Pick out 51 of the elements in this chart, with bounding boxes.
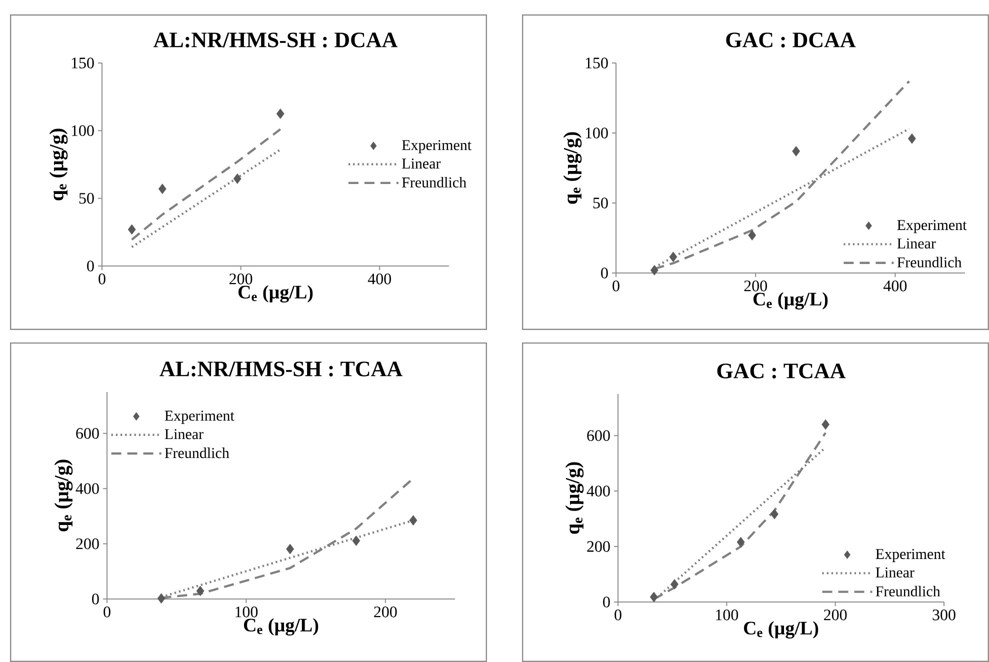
y-tick-label: 100 (586, 128, 608, 138)
y-axis-title: q$_{e}$ (µg/g) (565, 462, 584, 534)
x-tick-label: 200 (374, 606, 397, 618)
y-tick-label: 0 (603, 596, 610, 608)
legend-label: Linear (164, 429, 204, 440)
x-tick-label: 0 (104, 606, 110, 618)
legend-label: Freundlich (402, 176, 466, 188)
chart-title: GAC : TCAA (717, 364, 846, 378)
x-axis-title: C$_{e}$ (µg/L) (744, 621, 818, 639)
legend-label: Linear (876, 567, 914, 578)
y-axis-title: q$_{e}$ (µg/g) (49, 128, 68, 200)
x-tick-label: 0 (614, 610, 622, 620)
x-tick-label: 400 (884, 280, 907, 292)
y-tick-label: 400 (76, 483, 99, 494)
legend-label: Experiment (402, 140, 472, 154)
x-tick-label: 0 (612, 280, 620, 292)
x-tick-label: 200 (744, 280, 767, 292)
y-tick-label: 150 (72, 58, 94, 68)
legend-label: Freundlich (897, 256, 962, 268)
legend-label: Experiment (876, 549, 946, 562)
y-axis-title: q$_{e}$ (µg/g) (54, 460, 73, 532)
chart-title: GAC : DCAA (726, 32, 856, 48)
y-tick-label: 600 (587, 430, 610, 441)
legend-label: Experiment (164, 410, 234, 424)
y-tick-label: 0 (92, 594, 99, 604)
y-tick-label: 600 (76, 428, 99, 439)
y-tick-label: 400 (586, 486, 610, 496)
x-tick-label: 200 (824, 610, 847, 620)
x-tick-label: 100 (236, 606, 258, 618)
x-axis-title: C$_{e}$ (µg/L) (238, 285, 313, 303)
x-tick-label: 300 (932, 610, 956, 620)
x-axis-title: C$_{e}$ (µg/L) (244, 618, 318, 636)
y-tick-label: 0 (87, 260, 94, 272)
legend-label: Freundlich (164, 448, 230, 458)
y-tick-label: 200 (587, 541, 610, 552)
x-axis-title: C$_{e}$ (µg/L) (753, 292, 828, 310)
y-tick-label: 100 (72, 125, 94, 136)
y-axis-title: q$_{e}$ (µg/g) (563, 132, 582, 204)
x-tick-label: 200 (230, 274, 252, 284)
x-tick-label: 400 (368, 274, 391, 284)
legend-label: Freundlich (876, 586, 940, 596)
x-tick-label: 100 (716, 610, 738, 620)
legend-label: Linear (402, 158, 441, 169)
y-tick-label: 50 (593, 198, 608, 208)
legend-label: Experiment (897, 220, 967, 234)
chart-title: AL:NR/HMS-SH : TCAA (160, 362, 402, 376)
chart-title: AL:NR/HMS-SH : DCAA (154, 32, 398, 48)
y-tick-label: 200 (76, 538, 99, 550)
y-tick-label: 50 (79, 192, 94, 204)
y-tick-label: 150 (586, 58, 608, 68)
legend-label: Linear (897, 238, 936, 249)
